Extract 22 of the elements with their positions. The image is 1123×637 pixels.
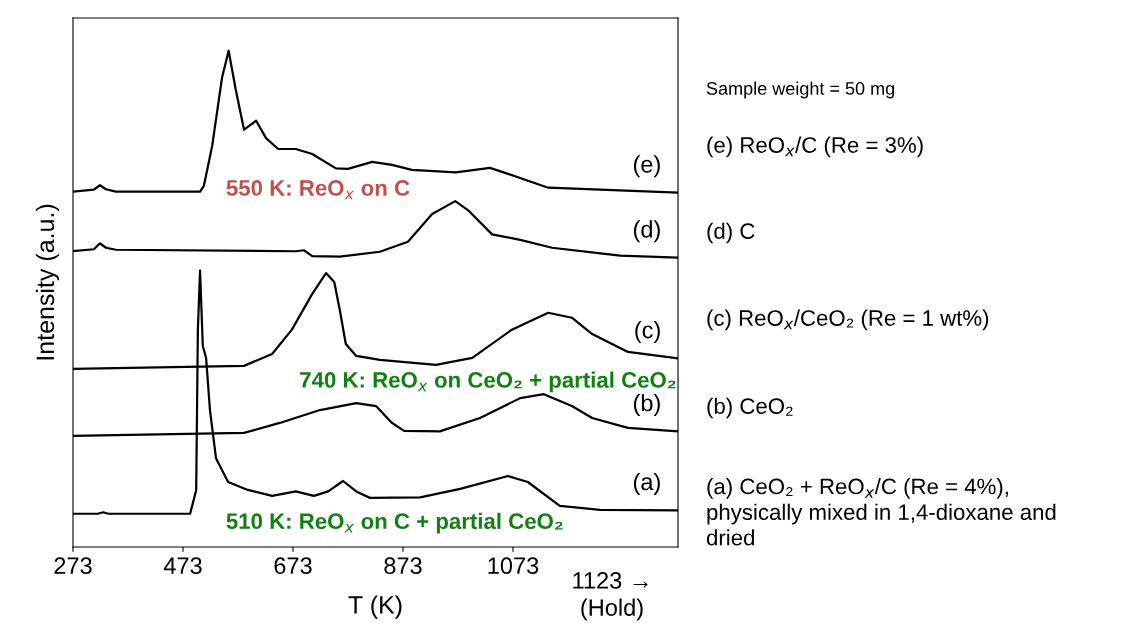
text: (b) CeO₂ [707, 397, 793, 419]
x-tick-label: 873 [384, 557, 422, 575]
text: (a) CeO₂ + ReO$_{x}$/C (Re = 4%), physically mixed in 1,4-dioxane and dried [706, 478, 1056, 546]
annotation: 510 K: ReO$_{x}$ on C + partial CeO₂ [226, 512, 563, 534]
y-axis-title: Intensity (a.u.) [35, 204, 60, 360]
text: (d) C [707, 222, 755, 244]
series-label: (c) [635, 321, 660, 344]
x-axis-title: T (K) [348, 595, 402, 619]
series-label: (b) [633, 393, 660, 416]
x-tick-label: 273 [54, 557, 92, 575]
annotation: 740 K: ReO$_{x}$ on CeO₂ + partial CeO₂ [300, 371, 676, 393]
text: (e) ReO$_{x}$/C (Re = 3%) [707, 136, 923, 158]
series-label: (e) [633, 155, 660, 178]
series-label: (d) [633, 220, 660, 243]
text: (c) ReO$_{x}$/CeO₂ (Re = 1 wt%) [707, 309, 989, 331]
series-label: (a) [633, 472, 660, 495]
text: Sample weight = 50 mg [706, 81, 895, 99]
x-tick-label: 673 [274, 557, 312, 575]
x-tick-label: 1073 [488, 557, 539, 575]
annotation: 550 K: ReO$_{x}$ on C [226, 180, 410, 200]
x-tick-label: 473 [163, 557, 202, 575]
text: 1123 → (Hold) [573, 572, 648, 621]
